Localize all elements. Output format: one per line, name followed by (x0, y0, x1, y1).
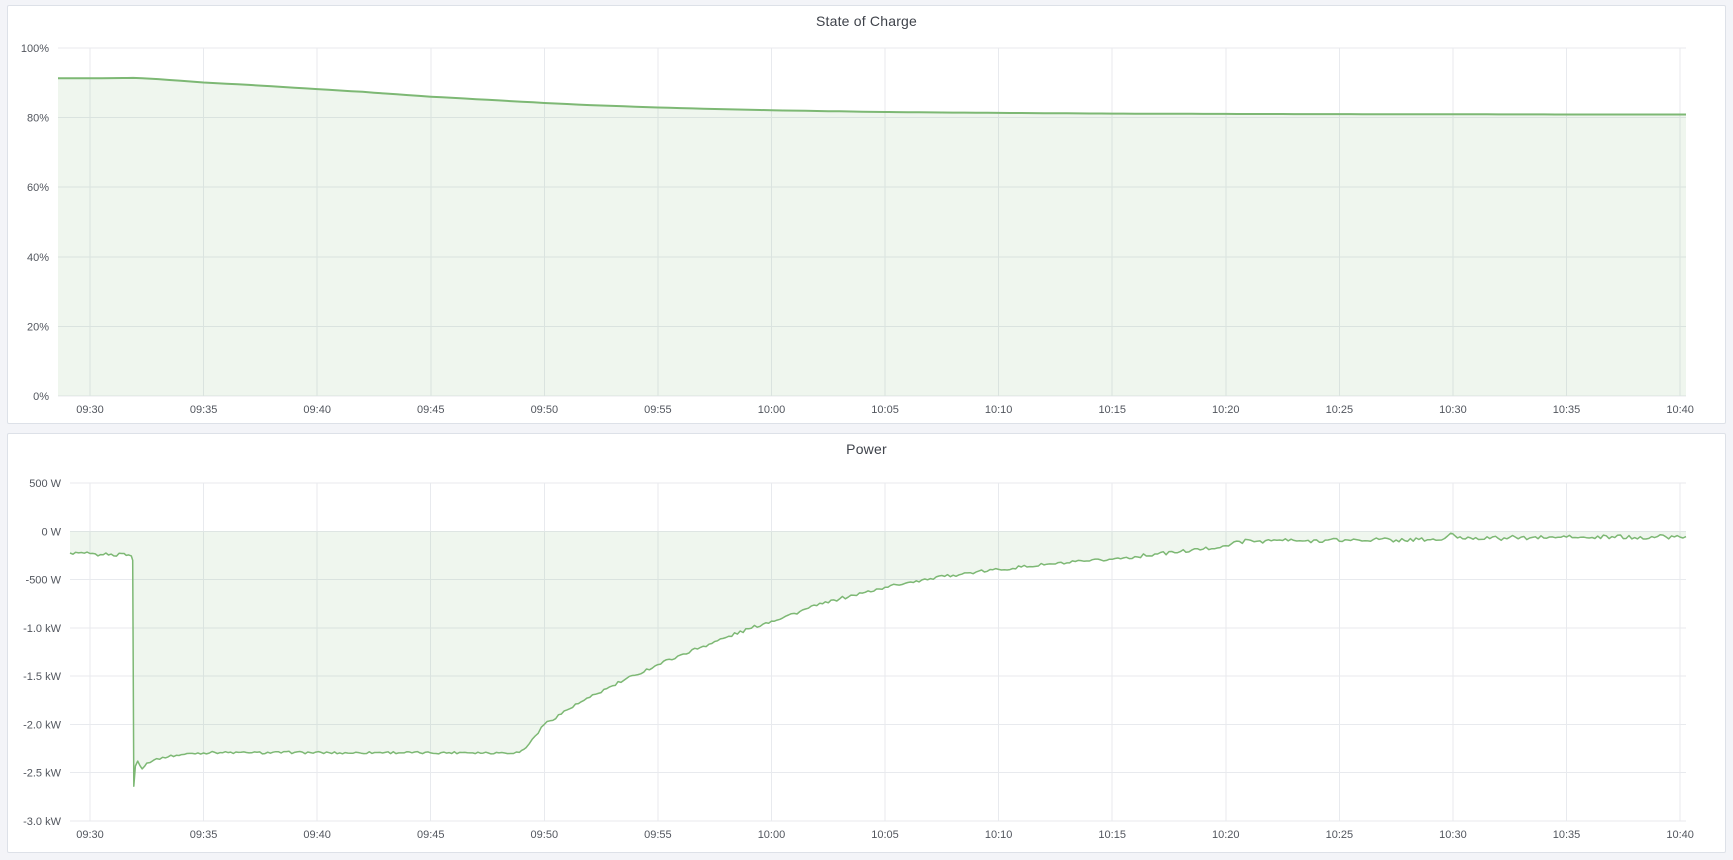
series-line (58, 76, 1686, 116)
x-tick-label: 09:40 (303, 404, 331, 416)
x-tick-label: 10:05 (871, 404, 899, 416)
x-tick-label: 10:30 (1439, 829, 1467, 841)
x-tick-label: 09:40 (303, 829, 331, 841)
y-tick-label: 500 W (29, 478, 61, 490)
x-tick-label: 10:20 (1212, 829, 1240, 841)
x-tick-label: 10:15 (1098, 829, 1126, 841)
y-tick-label: -3.0 kW (23, 816, 62, 828)
x-tick-label: 10:00 (758, 404, 786, 416)
x-tick-label: 10:10 (985, 404, 1013, 416)
y-tick-label: -2.5 kW (23, 768, 62, 780)
x-tick-label: 10:05 (871, 829, 899, 841)
x-tick-label: 09:55 (644, 404, 672, 416)
panel-power: Power 500 W 0 W -500 W -1.0 kW -1.5 kW -2.0 k… (7, 433, 1726, 853)
x-tick-label: 09:45 (417, 404, 445, 416)
x-tick-label: 10:20 (1212, 404, 1240, 416)
y-tick-label: 0 W (41, 526, 61, 538)
panel-title: State of Charge (815, 13, 918, 29)
x-tick-label: 10:00 (758, 829, 786, 841)
y-tick-label: 80% (27, 113, 49, 125)
panel-title: Power (846, 441, 887, 457)
x-tick-label: 09:35 (190, 829, 218, 841)
x-tick-label: 10:15 (1098, 404, 1126, 416)
y-tick-label: 20% (27, 321, 49, 333)
y-tick-label: -1.0 kW (23, 623, 62, 635)
x-tick-label: 09:35 (190, 404, 218, 416)
x-tick-label: 10:35 (1553, 829, 1581, 841)
power-chart[interactable]: 500 W 0 W -500 W -1.0 kW -1.5 kW -2.0 kW -2.5 … (8, 434, 1725, 852)
x-tick-label: 10:35 (1553, 404, 1581, 416)
series-line (69, 532, 1687, 787)
x-tick-label: 09:45 (417, 829, 445, 841)
x-tick-label: 10:40 (1666, 829, 1694, 841)
x-tick-label: 09:50 (531, 829, 559, 841)
y-tick-label: 0% (33, 391, 49, 403)
y-tick-label: 100% (21, 43, 49, 55)
series-area-fill (58, 77, 1686, 397)
y-tick-label: -2.0 kW (23, 719, 62, 731)
series-area-fill (70, 531, 1686, 787)
y-tick-label: 40% (27, 252, 49, 264)
x-tick-label: 10:30 (1439, 404, 1467, 416)
soc-chart[interactable]: 100% 80% 60% 40% 20% 0% 09:30 09:35 09:40 09:45 09… (8, 6, 1725, 423)
x-tick-label: 09:30 (76, 829, 104, 841)
x-tick-label: 09:50 (531, 404, 559, 416)
y-tick-label: 60% (27, 182, 49, 194)
x-tick-label: 10:25 (1326, 404, 1354, 416)
panel-state-of-charge: State of Charge 100% 80% 60% 40% 20% 0% 09:30 0… (7, 5, 1726, 424)
x-tick-label: 10:10 (985, 829, 1013, 841)
x-tick-label: 10:40 (1666, 404, 1694, 416)
y-tick-label: -500 W (26, 575, 62, 587)
y-tick-label: -1.5 kW (23, 671, 62, 683)
x-tick-label: 10:25 (1326, 829, 1354, 841)
x-tick-label: 09:30 (76, 404, 104, 416)
x-tick-label: 09:55 (644, 829, 672, 841)
